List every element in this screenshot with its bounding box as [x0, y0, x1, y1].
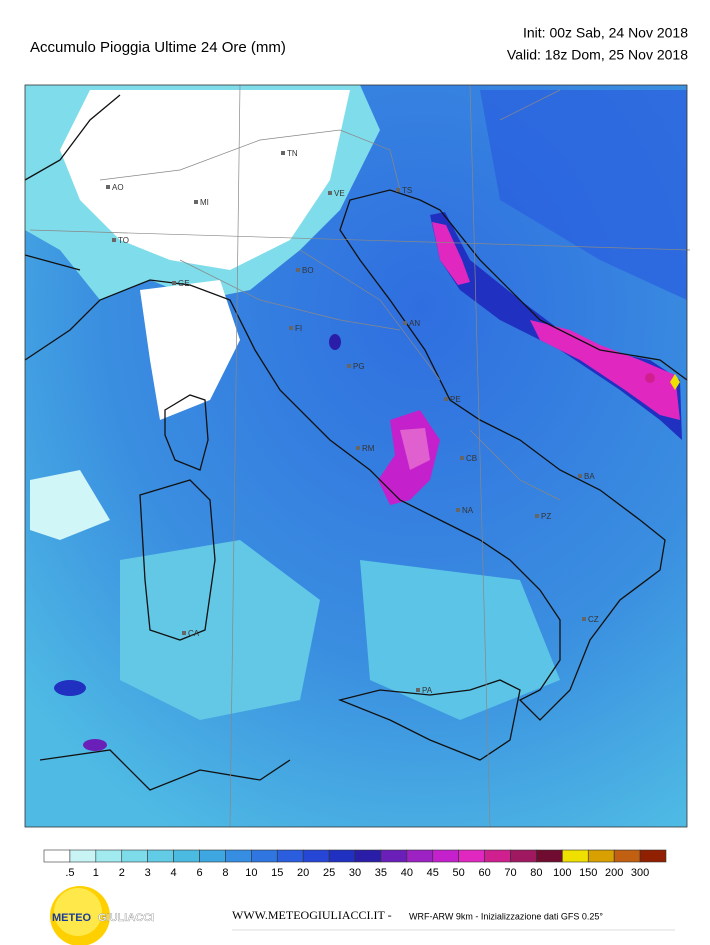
- legend-swatch: [95, 849, 123, 863]
- legend-swatch: [562, 849, 589, 863]
- city-label: BO: [302, 266, 314, 275]
- legend-swatch: [354, 849, 382, 863]
- city-marker: [289, 326, 293, 330]
- legend-label: 40: [401, 867, 413, 879]
- legend-label: 35: [375, 867, 387, 879]
- legend-label: 8: [222, 867, 228, 879]
- city-label: BA: [584, 472, 595, 481]
- legend-swatch: [380, 849, 408, 863]
- legend-label: 200: [605, 867, 623, 879]
- city-marker: [328, 191, 332, 195]
- site-url: WWW.METEOGIULIACCI.IT -: [232, 908, 392, 922]
- city-marker: [403, 321, 407, 325]
- legend-swatch: [302, 849, 330, 863]
- legend-swatch: [173, 849, 200, 863]
- legend-swatch: [613, 849, 641, 863]
- legend-swatch: [276, 849, 304, 863]
- city-label: PZ: [541, 512, 551, 521]
- city-label: TS: [402, 186, 412, 195]
- legend-label: 6: [196, 867, 202, 879]
- legend-swatch: [121, 849, 148, 863]
- city-label: AO: [112, 183, 124, 192]
- title: Accumulo Pioggia Ultime 24 Ore (mm): [30, 39, 286, 56]
- legend-label: 50: [453, 867, 465, 879]
- city-label: FI: [295, 324, 302, 333]
- city-marker: [347, 364, 351, 368]
- city-label: GE: [178, 279, 190, 288]
- city-label: TO: [118, 236, 129, 245]
- city-marker: [112, 238, 116, 242]
- city-label: NA: [462, 506, 474, 515]
- city-marker: [194, 200, 198, 204]
- legend-label: 2: [119, 867, 125, 879]
- city-label: CB: [466, 454, 477, 463]
- city-marker: [182, 631, 186, 635]
- city-marker: [444, 397, 448, 401]
- legend-label: 1: [93, 867, 99, 879]
- legend-label: 60: [478, 867, 490, 879]
- legend-label: 4: [171, 867, 177, 879]
- legend-label: 15: [271, 867, 283, 879]
- legend-swatch: [69, 849, 97, 863]
- city-marker: [582, 617, 586, 621]
- map: [24, 84, 691, 828]
- legend-label: 80: [530, 867, 542, 879]
- city-marker: [172, 281, 176, 285]
- legend-swatch: [328, 849, 356, 863]
- city-marker: [460, 456, 464, 460]
- logo: METEO GIULIACCI: [50, 886, 154, 945]
- legend-swatch: [587, 849, 615, 863]
- city-marker: [456, 508, 460, 512]
- city-label: RM: [362, 444, 375, 453]
- legend-label: 45: [427, 867, 439, 879]
- legend-label: 100: [553, 867, 571, 879]
- city-label: MI: [200, 198, 209, 207]
- legend-swatch: [536, 849, 563, 863]
- legend-swatch: [199, 849, 226, 863]
- valid-time: Valid: 18z Dom, 25 Nov 2018: [507, 47, 688, 63]
- legend-label: 70: [504, 867, 516, 879]
- city-label: CZ: [588, 615, 599, 624]
- legend-label: 150: [579, 867, 597, 879]
- legend-swatch: [406, 849, 434, 863]
- model-info: WRF-ARW 9km - Inizializzazione dati GFS …: [409, 911, 603, 921]
- legend-swatch: [458, 849, 485, 863]
- legend-swatch: [225, 849, 252, 863]
- legend-label: 10: [245, 867, 257, 879]
- logo-text: METEO: [52, 912, 92, 924]
- legend-swatch: [251, 849, 278, 863]
- init-time: Init: 00z Sab, 24 Nov 2018: [523, 25, 688, 41]
- city-marker: [296, 268, 300, 272]
- legend-label: 25: [323, 867, 335, 879]
- city-label: PG: [353, 362, 365, 371]
- logo-text: GIULIACCI: [98, 912, 154, 924]
- legend-swatch: [510, 849, 537, 863]
- legend-swatch: [484, 849, 511, 863]
- legend-swatch: [43, 849, 71, 863]
- city-label: PE: [450, 395, 461, 404]
- city-marker: [535, 514, 539, 518]
- legend-swatch: [432, 849, 459, 863]
- legend-label: 3: [145, 867, 151, 879]
- city-label: AN: [409, 319, 420, 328]
- legend-label: .5: [65, 867, 74, 879]
- city-marker: [578, 474, 582, 478]
- city-label: CA: [188, 629, 200, 638]
- city-label: PA: [422, 686, 433, 695]
- legend-swatch: [639, 849, 667, 863]
- city-marker: [281, 151, 285, 155]
- city-label: VE: [334, 189, 345, 198]
- city-label: TN: [287, 149, 298, 158]
- city-marker: [416, 688, 420, 692]
- legend-swatch: [147, 849, 174, 863]
- legend-label: 30: [349, 867, 361, 879]
- city-marker: [396, 188, 400, 192]
- city-marker: [356, 446, 360, 450]
- city-marker: [106, 185, 110, 189]
- legend-label: 300: [631, 867, 649, 879]
- legend-label: 20: [297, 867, 309, 879]
